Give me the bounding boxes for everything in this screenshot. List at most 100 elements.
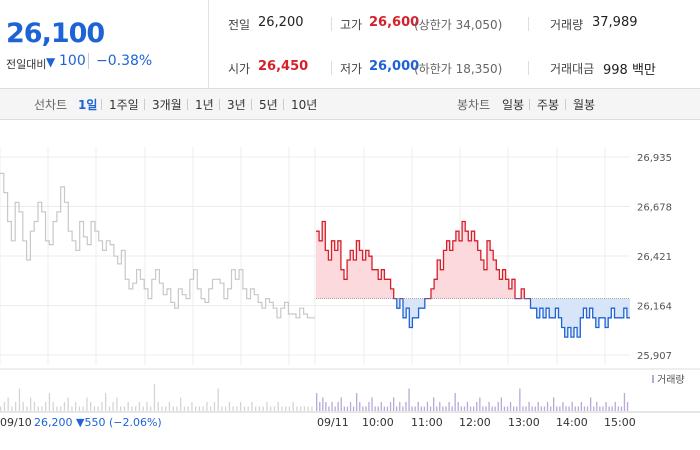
volume-bar	[120, 406, 122, 411]
volume-bar	[112, 402, 114, 411]
volume-bar	[626, 402, 629, 411]
x-tick-label: 14:00	[556, 416, 588, 429]
volume-bar	[93, 406, 96, 411]
volume-bar	[513, 406, 515, 411]
volume-bar	[439, 402, 441, 411]
volume-label: 거래량	[550, 18, 584, 32]
volume-bar	[213, 402, 216, 411]
volume-bar	[346, 406, 349, 411]
candle-daily-button[interactable]: 일봉	[502, 98, 525, 112]
y-tick-label: 26,164	[637, 302, 672, 313]
volume-bar	[225, 406, 227, 411]
volume-bar	[82, 406, 84, 411]
volume-bar	[168, 402, 171, 411]
volume-bar	[408, 388, 410, 411]
volume-bar	[414, 406, 416, 411]
volume-bar	[559, 406, 561, 411]
y-tick-label: 25,907	[637, 351, 672, 362]
volume-bar	[596, 402, 598, 411]
volume-bar	[221, 406, 223, 411]
volume-bar	[531, 406, 533, 411]
volume-bar	[528, 402, 530, 411]
prev-day-summary: 26,200 ▼550 (−2.06%)	[34, 416, 162, 429]
volume-bar	[550, 406, 552, 411]
volume-bar	[198, 406, 201, 411]
line-chart-label: 선차트	[34, 98, 68, 112]
volume-bar	[157, 402, 159, 411]
volume-bar	[303, 406, 306, 411]
volume-bar	[396, 406, 398, 411]
amount-label: 거래대금	[550, 62, 595, 76]
volume-bar	[377, 406, 379, 411]
down-arrow-icon: ▼	[46, 55, 56, 69]
volume-bar	[460, 406, 462, 411]
volume-bar	[574, 406, 576, 411]
period-3y-button[interactable]: 3년	[227, 98, 246, 112]
y-axis: 26,935 26,678 26,421 26,164 25,907	[637, 153, 672, 362]
volume-bar	[417, 402, 419, 411]
open-value: 26,450	[258, 59, 309, 74]
volume-bar	[583, 406, 586, 411]
volume-bar	[316, 393, 318, 411]
volume-bar	[543, 406, 546, 411]
volume-bar	[232, 406, 234, 411]
y-tick-label: 26,935	[637, 153, 672, 164]
volume-legend-swatch	[652, 375, 654, 383]
volume-bar	[75, 402, 77, 411]
volume-bar	[405, 402, 407, 411]
volume-bar	[191, 402, 193, 411]
volume-bar	[322, 397, 324, 411]
volume-bar	[281, 406, 283, 411]
volume-bar	[108, 406, 111, 411]
volume-bar	[599, 406, 601, 411]
candle-weekly-button[interactable]: 주봉	[537, 98, 560, 112]
volume-bar	[123, 406, 126, 411]
chart-toolbar	[0, 88, 700, 120]
amount-value: 998 백만	[603, 63, 656, 78]
period-1y-button[interactable]: 1년	[195, 98, 214, 112]
volume-bar	[519, 388, 521, 411]
period-5y-button[interactable]: 5년	[259, 98, 278, 112]
volume-bar	[266, 402, 268, 411]
toolbar-divider	[219, 99, 220, 110]
period-3m-button[interactable]: 3개월	[152, 98, 182, 112]
volume-bar	[262, 406, 264, 411]
high-value: 26,600	[369, 15, 420, 30]
candle-monthly-button[interactable]: 월봉	[573, 98, 596, 112]
volume-bar	[389, 402, 392, 411]
volume-bar	[243, 406, 246, 411]
cell-divider	[528, 17, 529, 31]
volume-bar	[423, 406, 425, 411]
x-tick-label: 10:00	[362, 416, 394, 429]
volume-bar	[247, 406, 249, 411]
x-tick-label: 09/11	[317, 416, 349, 429]
volume-bar	[60, 406, 62, 411]
cell-divider	[528, 61, 529, 75]
volume-bar	[142, 406, 144, 411]
volume-bar	[296, 406, 298, 411]
cell-divider	[331, 61, 332, 75]
volume-bar	[138, 402, 141, 411]
volume-bar	[7, 397, 9, 411]
volume-bar	[22, 402, 24, 411]
volume-bar	[41, 406, 43, 411]
volume-bar	[448, 402, 450, 411]
volume-bar	[217, 388, 219, 411]
volume-bar	[273, 406, 276, 411]
volume-bar	[127, 402, 129, 411]
period-1w-button[interactable]: 1주일	[109, 98, 139, 112]
volume-bar	[30, 397, 32, 411]
prev-day-line	[0, 172, 315, 319]
period-10y-button[interactable]: 10년	[291, 98, 318, 112]
volume-bar	[52, 402, 54, 411]
volume-bar	[172, 406, 174, 411]
volume-bar	[365, 406, 367, 411]
change-label: 전일대비	[6, 58, 47, 71]
volume-bar	[349, 402, 352, 411]
period-1d-button[interactable]: 1일	[78, 98, 98, 112]
volume-bar	[71, 406, 73, 411]
volume-bar	[176, 406, 178, 411]
prev-close-value: 26,200	[258, 15, 304, 30]
low-label: 저가	[340, 62, 363, 76]
volume-bar	[101, 402, 103, 411]
